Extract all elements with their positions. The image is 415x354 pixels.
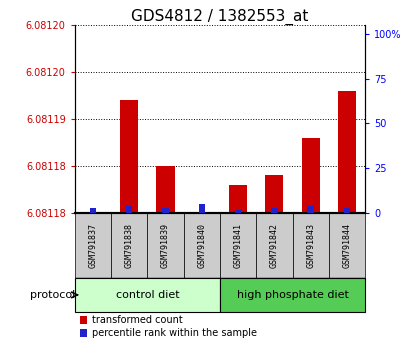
Bar [229, 185, 247, 213]
Bar [302, 138, 320, 213]
FancyBboxPatch shape [220, 213, 256, 278]
Bar [344, 208, 350, 213]
Bar [308, 206, 314, 213]
Text: GSM791843: GSM791843 [306, 223, 315, 268]
Bar [156, 166, 175, 213]
Bar [235, 210, 242, 213]
FancyBboxPatch shape [147, 213, 183, 278]
Bar [271, 208, 278, 213]
FancyBboxPatch shape [220, 278, 365, 312]
FancyBboxPatch shape [111, 213, 147, 278]
Text: GSM791844: GSM791844 [342, 223, 352, 268]
FancyBboxPatch shape [183, 213, 220, 278]
Bar [126, 206, 132, 213]
FancyBboxPatch shape [293, 213, 329, 278]
Bar [90, 208, 96, 213]
Text: high phosphate diet: high phosphate diet [237, 290, 349, 300]
FancyBboxPatch shape [75, 213, 111, 278]
Bar [265, 176, 283, 213]
Bar [120, 100, 138, 213]
FancyBboxPatch shape [75, 278, 220, 312]
Text: GSM791839: GSM791839 [161, 223, 170, 268]
Text: GSM791841: GSM791841 [234, 223, 243, 268]
Text: protocol: protocol [30, 290, 76, 300]
Text: GSM791838: GSM791838 [124, 223, 134, 268]
FancyBboxPatch shape [329, 213, 365, 278]
Bar [162, 208, 169, 213]
Legend: transformed count, percentile rank within the sample: transformed count, percentile rank withi… [80, 315, 257, 338]
Title: GDS4812 / 1382553_at: GDS4812 / 1382553_at [131, 8, 309, 25]
Text: GSM791837: GSM791837 [88, 223, 98, 268]
Bar [198, 204, 205, 213]
Text: control diet: control diet [115, 290, 179, 300]
Text: GSM791840: GSM791840 [197, 223, 206, 268]
FancyBboxPatch shape [256, 213, 293, 278]
Bar [338, 91, 356, 213]
Text: GSM791842: GSM791842 [270, 223, 279, 268]
